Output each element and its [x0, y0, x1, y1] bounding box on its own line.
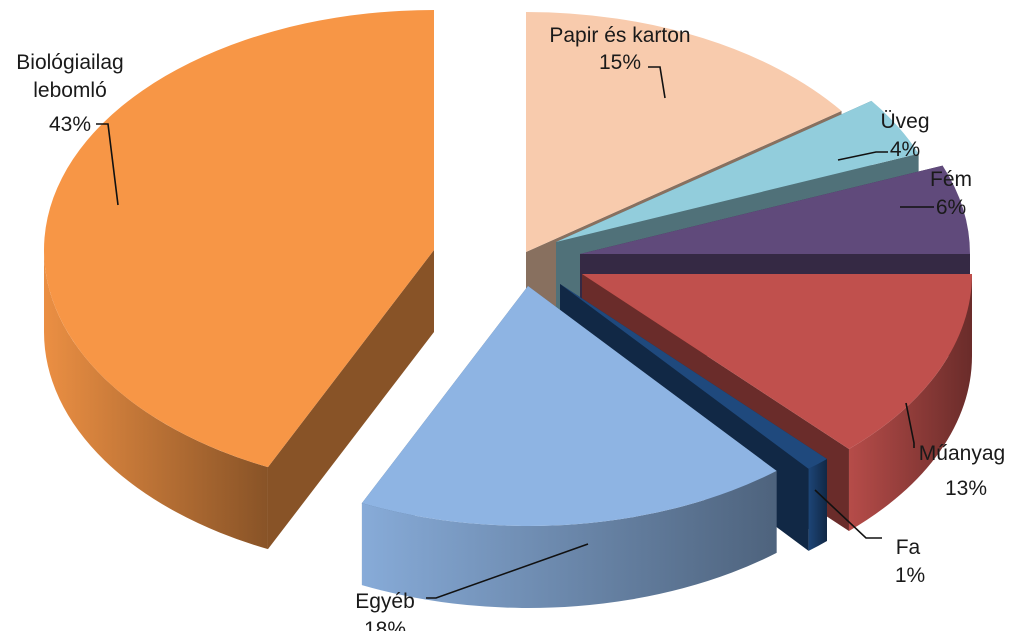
slice-percent-label: 13% [945, 477, 987, 500]
slice-name-label: Biológiailag [16, 51, 123, 74]
slice-name-label: Egyéb [355, 590, 415, 613]
leader-line [426, 543, 589, 599]
slice-radial-face [267, 250, 434, 550]
slice-side [44, 250, 434, 550]
slice-percent-label: 43% [49, 113, 91, 136]
slice-tops [44, 9, 972, 526]
slice-percent-label: 15% [599, 51, 641, 74]
pie-slice [582, 274, 972, 449]
slice-outer-face [808, 458, 827, 551]
slice-percent-label: 4% [890, 138, 920, 161]
leader-lines [96, 66, 934, 599]
slice-outer-face [361, 470, 777, 609]
slice-name-label: Műanyag [919, 442, 1005, 465]
pie-slice [560, 284, 827, 469]
slice-percent-label: 1% [895, 564, 925, 587]
leader-line [96, 123, 119, 206]
slice-name-label: Papir és karton [549, 24, 690, 47]
pie-slice [526, 12, 842, 252]
pie-slice [556, 100, 919, 242]
slice-outer-face [44, 250, 268, 550]
slice-name-label: Fém [930, 168, 972, 191]
leader-line [905, 402, 915, 448]
leader-line [648, 66, 666, 99]
slice-percent-label: 18% [364, 618, 406, 631]
slice-percent-label: 6% [936, 196, 966, 219]
pie-slice [361, 286, 777, 526]
slice-name-label: lebomló [33, 79, 107, 102]
pie-slice [44, 9, 434, 468]
slice-name-label: Fa [896, 536, 921, 559]
pie-slice [580, 165, 970, 254]
leader-line [837, 151, 888, 161]
slice-name-label: Üveg [880, 110, 929, 133]
slice-outer-face [848, 274, 972, 531]
data-labels: Papir és karton 15% Üveg 4% Fém 6% Műanyag 13% F… [16, 24, 1005, 631]
leader-line [814, 489, 882, 539]
